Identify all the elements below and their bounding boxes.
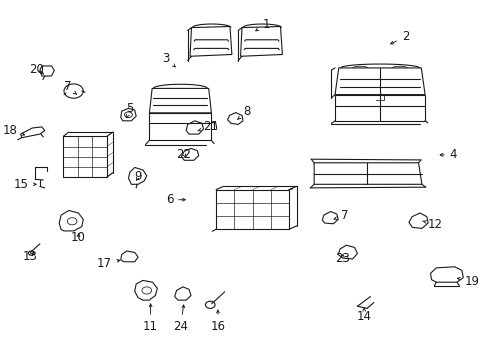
Text: 18: 18 bbox=[3, 124, 24, 137]
Text: 24: 24 bbox=[173, 305, 187, 333]
Text: 4: 4 bbox=[439, 148, 456, 161]
Text: 1: 1 bbox=[255, 18, 269, 31]
Text: 22: 22 bbox=[176, 148, 191, 161]
Text: 17: 17 bbox=[97, 257, 120, 270]
Text: 14: 14 bbox=[356, 308, 371, 324]
Text: 11: 11 bbox=[143, 304, 158, 333]
Text: 20: 20 bbox=[30, 63, 44, 76]
Text: 10: 10 bbox=[71, 231, 86, 244]
Text: 7: 7 bbox=[333, 210, 347, 222]
Text: 23: 23 bbox=[335, 252, 349, 265]
Text: 15: 15 bbox=[14, 178, 36, 191]
Text: 13: 13 bbox=[23, 249, 38, 262]
Text: 12: 12 bbox=[422, 218, 442, 231]
Text: 7: 7 bbox=[63, 80, 76, 94]
Text: 6: 6 bbox=[165, 193, 185, 206]
Text: 5: 5 bbox=[126, 102, 134, 118]
Text: 9: 9 bbox=[134, 170, 142, 183]
Text: 21: 21 bbox=[198, 121, 218, 134]
Text: 16: 16 bbox=[210, 310, 225, 333]
Text: 2: 2 bbox=[390, 30, 408, 44]
Text: 3: 3 bbox=[162, 51, 175, 67]
Text: 19: 19 bbox=[456, 275, 478, 288]
Text: 8: 8 bbox=[237, 105, 250, 119]
